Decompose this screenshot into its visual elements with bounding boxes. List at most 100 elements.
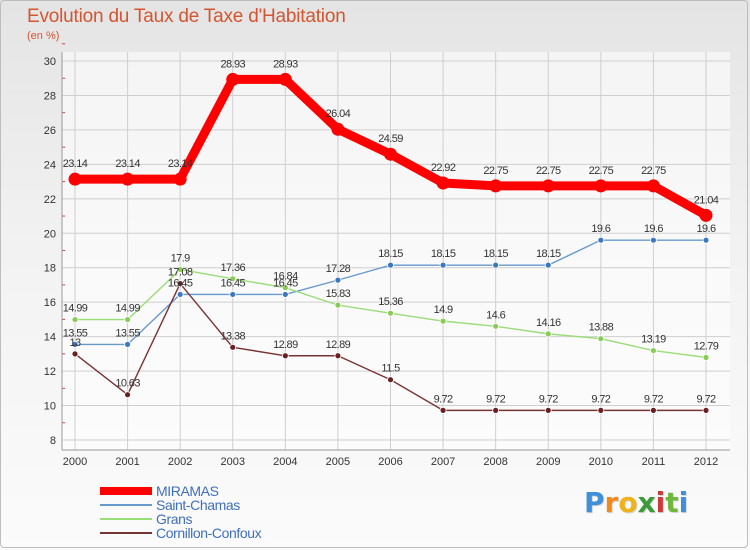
data-label: 11.5 — [381, 363, 400, 375]
y-tick-label: 28 — [44, 90, 56, 102]
logo-letter: i — [678, 486, 689, 519]
data-label: 23.14 — [63, 158, 88, 170]
data-point — [650, 347, 657, 354]
data-point — [68, 172, 82, 186]
data-point — [387, 309, 394, 317]
data-label: 23.14 — [115, 158, 140, 170]
logo-letter: i — [655, 486, 666, 519]
data-label: 17.28 — [326, 263, 351, 275]
x-tick-label: 2009 — [536, 456, 560, 468]
data-label: 14.16 — [536, 317, 561, 329]
data-label: 16.84 — [273, 271, 298, 283]
data-label: 12.79 — [694, 340, 719, 352]
data-label: 16.45 — [273, 277, 298, 289]
data-label: 13.55 — [63, 327, 88, 339]
data-label: 13.55 — [115, 327, 140, 339]
data-label: 13.88 — [589, 322, 614, 334]
data-point — [544, 330, 552, 338]
data-label: 15.36 — [378, 296, 403, 308]
y-tick-label: 26 — [44, 125, 56, 137]
data-point — [281, 291, 289, 298]
data-label: 16.45 — [220, 277, 245, 289]
x-tick-label: 2011 — [642, 456, 666, 468]
data-point — [71, 316, 79, 323]
data-point — [71, 350, 79, 358]
x-tick-label: 2008 — [483, 456, 507, 468]
data-label: 9.72 — [434, 393, 453, 405]
data-point — [702, 406, 710, 414]
data-point — [124, 391, 131, 399]
data-point — [439, 317, 447, 325]
data-point — [702, 354, 710, 361]
x-tick-label: 2012 — [694, 456, 718, 468]
y-tick-label: 30 — [44, 56, 56, 68]
data-label: 18.15 — [483, 248, 508, 260]
data-point — [492, 261, 500, 269]
y-tick-label: 18 — [44, 263, 56, 275]
data-point — [334, 301, 342, 309]
data-point — [124, 340, 131, 348]
data-point — [281, 352, 289, 360]
legend-label: Grans — [156, 511, 193, 527]
data-label: 13.38 — [220, 330, 245, 342]
data-point — [384, 147, 397, 161]
y-tick-label: 14 — [44, 332, 56, 344]
data-label: 19.6 — [696, 223, 715, 235]
data-point — [124, 316, 131, 323]
logo-letter: x — [637, 486, 656, 519]
x-tick-label: 2001 — [115, 456, 139, 468]
data-label: 14.6 — [486, 309, 505, 321]
data-label: 18.15 — [378, 248, 403, 260]
data-point — [281, 284, 289, 292]
data-label: 10.63 — [115, 378, 140, 390]
data-label: 19.6 — [591, 223, 610, 235]
data-label: 18.15 — [431, 248, 456, 260]
data-point — [597, 236, 605, 244]
data-point — [229, 291, 237, 298]
data-point — [387, 376, 394, 384]
legend-swatch — [100, 532, 152, 534]
x-tick-label: 2004 — [273, 456, 297, 468]
y-tick-label: 22 — [44, 194, 56, 206]
data-point — [229, 275, 237, 283]
data-label: 17.08 — [168, 267, 193, 279]
data-point — [387, 261, 394, 269]
data-label: 22.75 — [641, 165, 666, 177]
data-point — [492, 322, 500, 330]
chart-subtitle: (en %) — [27, 30, 60, 42]
data-point — [439, 261, 447, 269]
data-point — [334, 276, 342, 284]
data-point — [71, 340, 79, 348]
y-tick-label: 16 — [44, 297, 56, 309]
data-point — [650, 406, 657, 414]
data-label: 22.75 — [589, 165, 614, 177]
data-label: 9.72 — [644, 393, 663, 405]
data-label: 15.83 — [326, 288, 351, 300]
data-point — [544, 261, 552, 269]
data-point — [173, 172, 187, 186]
data-point — [121, 172, 135, 186]
legend-label: Cornillon-Confoux — [156, 525, 262, 541]
x-tick-label: 2006 — [378, 456, 402, 468]
logo-letter: t — [665, 486, 679, 519]
legend-label: MIRAMAS — [156, 483, 219, 499]
proxiti-logo: Proxiti — [584, 486, 688, 519]
data-label: 21.04 — [694, 194, 719, 206]
data-label: 28.93 — [220, 58, 245, 70]
x-tick-label: 2003 — [221, 456, 245, 468]
data-label: 22.75 — [536, 165, 561, 177]
data-point — [489, 179, 503, 193]
data-point — [176, 291, 184, 298]
data-point — [334, 352, 342, 360]
data-point — [650, 236, 657, 244]
data-label: 12.89 — [273, 339, 298, 351]
data-point — [699, 208, 713, 222]
legend-swatch — [100, 518, 152, 520]
data-point — [278, 72, 292, 86]
data-label: 16.45 — [168, 277, 193, 289]
data-label: 14.9 — [434, 304, 453, 316]
x-tick-label: 2000 — [63, 456, 87, 468]
data-point — [544, 406, 552, 414]
data-point — [492, 406, 500, 414]
